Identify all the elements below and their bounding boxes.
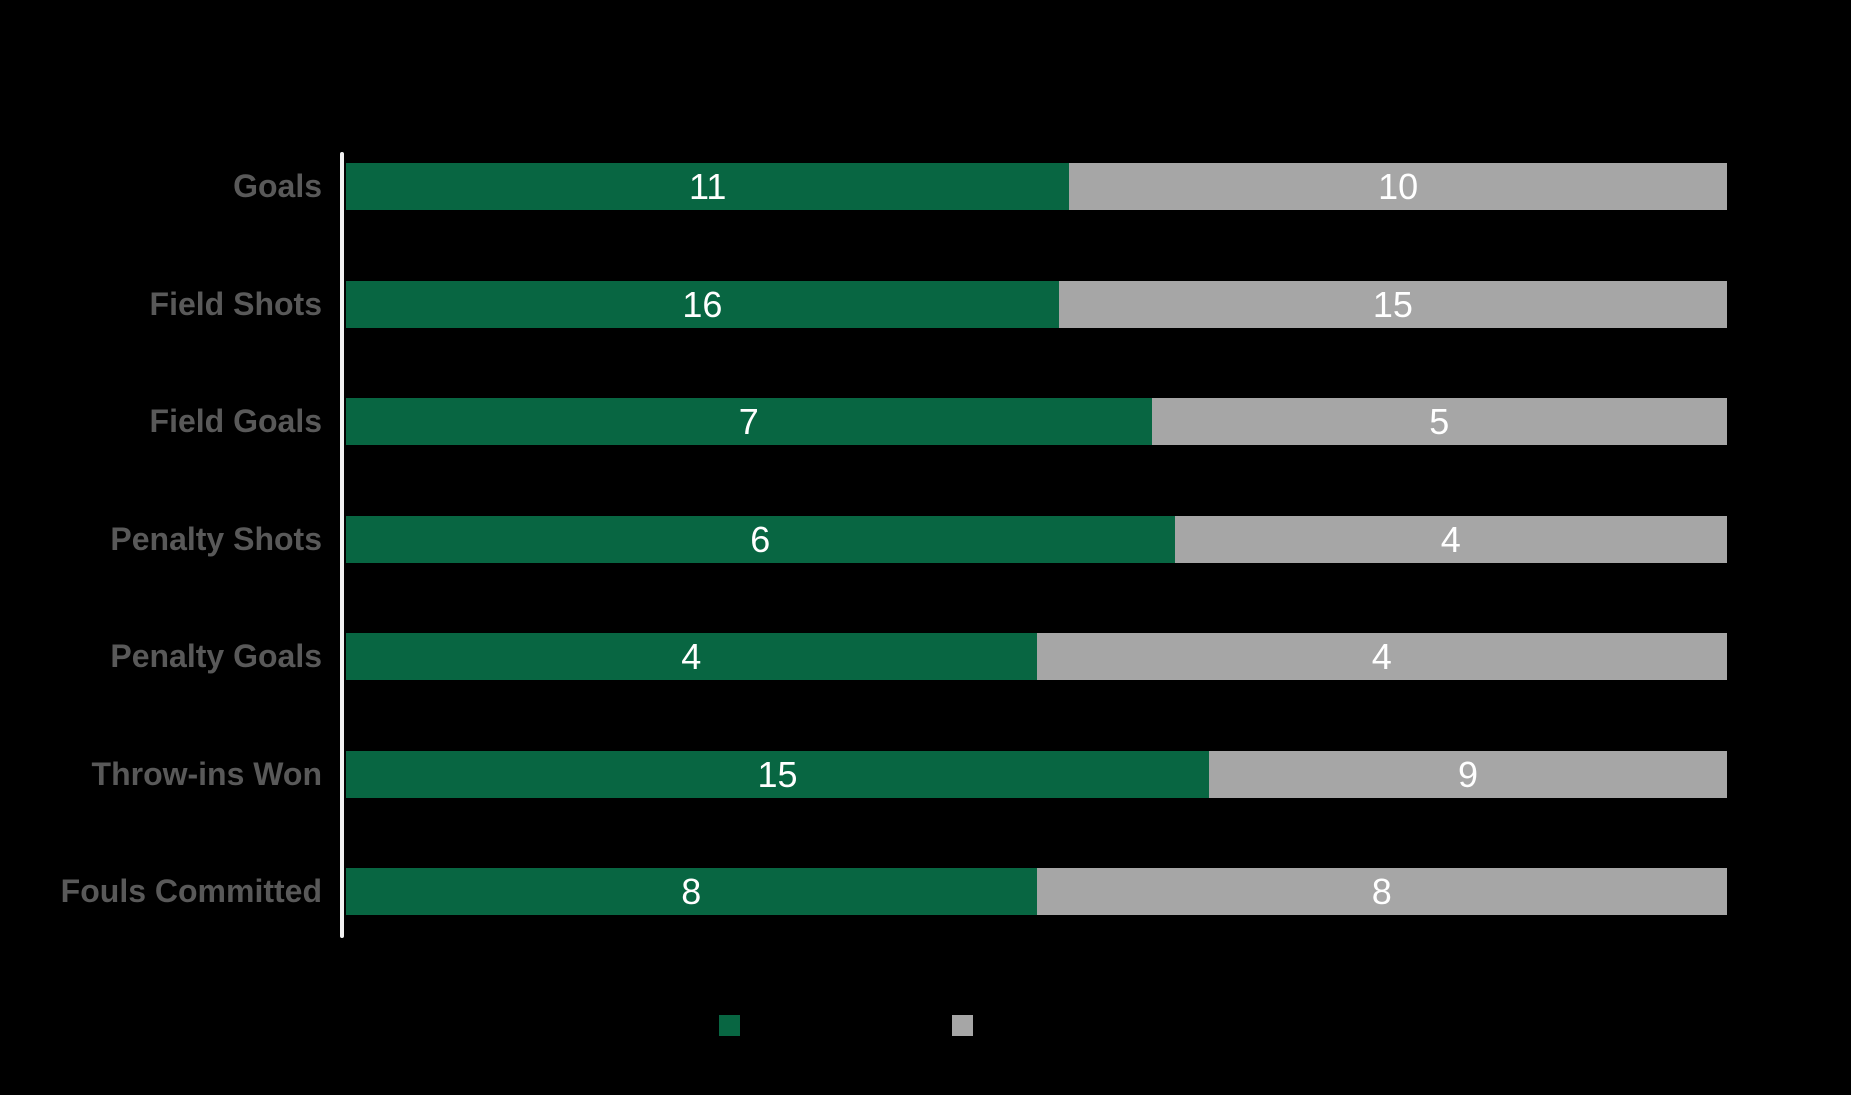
bar-segment-gray: 15: [1058, 281, 1727, 328]
bar-segment-green: 8: [346, 868, 1037, 915]
bar-row: 16 15: [346, 281, 1727, 328]
bar-value-label: 4: [681, 635, 702, 677]
bar-value-label: 8: [681, 870, 702, 912]
bar-value-label: 15: [1372, 283, 1413, 325]
category-label: Throw-ins Won: [91, 756, 322, 792]
bar-value-label: 5: [1429, 400, 1450, 442]
bar-segment-gray: 8: [1036, 868, 1727, 915]
bar-value-label: 9: [1458, 753, 1479, 795]
bar-segment-gray: 10: [1069, 163, 1727, 210]
bar-value-label: 10: [1378, 165, 1419, 207]
category-label: Goals: [233, 168, 322, 204]
bar-value-label: 11: [689, 165, 727, 207]
bar-segment-green: 11: [346, 163, 1070, 210]
y-axis-line: [340, 152, 344, 938]
category-label: Penalty Goals: [110, 638, 322, 674]
bar-segment-green: 4: [346, 633, 1037, 680]
bar-value-label: 7: [738, 400, 759, 442]
bar-value-label: 15: [757, 753, 798, 795]
bar-row: 11 10: [346, 163, 1727, 210]
category-label: Penalty Shots: [110, 521, 322, 557]
bar-segment-green: 16: [346, 281, 1059, 328]
category-label: Field Shots: [149, 286, 322, 322]
category-label: Fouls Committed: [60, 873, 322, 909]
bar-segment-green: 7: [346, 398, 1152, 445]
bar-row: 15 9: [346, 751, 1727, 798]
bar-segment-gray: 4: [1036, 633, 1727, 680]
bar-value-label: 4: [1440, 518, 1461, 560]
bar-segment-green: 6: [346, 516, 1175, 563]
category-label: Field Goals: [149, 403, 322, 439]
bar-segment-green: 15: [346, 751, 1210, 798]
bar-segment-gray: 5: [1151, 398, 1727, 445]
bar-value-label: 16: [682, 283, 723, 325]
bar-segment-gray: 4: [1174, 516, 1727, 563]
bar-value-label: 8: [1371, 870, 1392, 912]
bar-segment-gray: 9: [1209, 751, 1727, 798]
bar-value-label: 6: [750, 518, 771, 560]
bar-value-label: 4: [1371, 635, 1392, 677]
